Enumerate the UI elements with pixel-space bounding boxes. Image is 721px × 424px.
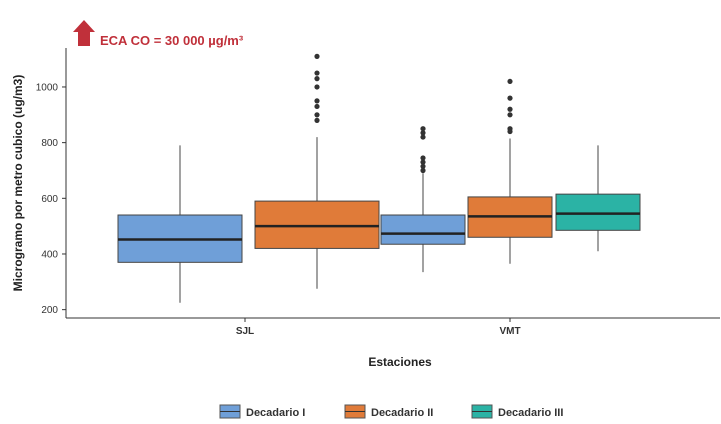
x-ticks: SJL VMT <box>236 318 521 337</box>
legend-item: Decadario I <box>219 404 305 419</box>
y-tick-label: 200 <box>41 305 58 316</box>
x-axis-title: Estaciones <box>368 355 432 369</box>
outlier-point <box>420 126 426 132</box>
y-tick-label: 800 <box>41 138 58 149</box>
outlier-point <box>420 159 426 165</box>
outlier-point <box>314 103 320 110</box>
outlier-point <box>420 155 426 161</box>
legend-label: Decadario II <box>371 407 433 419</box>
outlier-point <box>314 84 320 90</box>
box-body <box>555 193 641 231</box>
box-decadario-iii-vmt <box>555 145 641 252</box>
legend-label: Decadario I <box>246 407 305 419</box>
box-body <box>380 214 466 245</box>
y-tick-label: 400 <box>41 249 58 260</box>
eca-annotation: ECA CO = 30 000 µg/m³ <box>73 20 244 48</box>
x-tick-label: VMT <box>499 326 520 337</box>
box-decadario-ii-sjl <box>254 53 380 289</box>
outlier-point <box>420 134 426 140</box>
y-tick-label: 600 <box>41 194 58 205</box>
outlier-point <box>314 76 320 82</box>
outlier-point <box>314 117 320 123</box>
outlier-point <box>420 163 426 169</box>
up-arrow-icon <box>73 20 95 46</box>
x-tick-label: SJL <box>236 326 254 337</box>
outlier-point <box>314 112 320 118</box>
outlier-point <box>420 130 426 136</box>
legend-item: Decadario II <box>344 404 433 419</box>
box-decadario-i-sjl <box>117 145 243 303</box>
outlier-point <box>507 126 513 132</box>
outlier-point <box>507 95 513 101</box>
outlier-point <box>314 53 320 59</box>
box-decadario-i-vmt <box>380 126 466 273</box>
outlier-point <box>507 112 513 118</box>
box-body <box>254 200 380 249</box>
y-ticks: 200 400 600 800 1000 <box>36 82 66 316</box>
y-tick-label: 1000 <box>36 82 59 93</box>
outlier-point <box>314 98 320 104</box>
y-axis-title: Microgramo por metro cubico (ug/m3) <box>11 75 25 292</box>
eca-annotation-text: ECA CO = 30 000 µg/m³ <box>100 33 244 48</box>
axes <box>65 48 720 319</box>
box-decadario-ii-vmt <box>467 78 553 264</box>
outlier-point <box>314 70 320 76</box>
legend-item: Decadario III <box>471 404 563 419</box>
outlier-point <box>507 78 513 85</box>
legend: Decadario I Decadario II Decadario III <box>219 404 563 419</box>
legend-label: Decadario III <box>498 407 563 419</box>
boxes <box>117 53 641 303</box>
outlier-point <box>507 106 513 112</box>
outlier-point <box>420 167 426 174</box>
